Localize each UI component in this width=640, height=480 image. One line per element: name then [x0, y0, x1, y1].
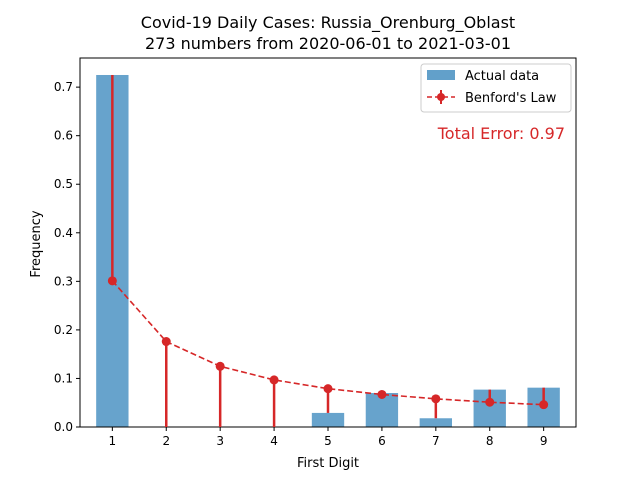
benford-line	[107, 276, 549, 410]
benford-point-digit-8	[485, 397, 495, 407]
legend-label-actual: Actual data	[465, 69, 539, 84]
legend-label-benford: Benford's Law	[465, 91, 557, 106]
x-tick-label-2: 2	[162, 434, 170, 448]
chart-title: Covid-19 Daily Cases: Russia_Orenburg_Ob…	[141, 13, 515, 33]
y-axis-label: Frequency	[29, 210, 44, 277]
total-error-annotation: Total Error: 0.97	[437, 124, 565, 143]
x-tick-label-4: 4	[270, 434, 278, 448]
benford-point-digit-4	[269, 375, 279, 385]
y-tick-label-0.1: 0.1	[54, 371, 73, 385]
x-tick-label-6: 6	[378, 434, 386, 448]
benford-point-digit-3	[215, 361, 225, 371]
bar-digit-7	[419, 418, 452, 427]
y-tick-label-0.3: 0.3	[54, 274, 73, 288]
y-tick-label-0.6: 0.6	[54, 129, 73, 143]
benford-dashed-line	[111, 280, 544, 406]
y-tick-label-0.7: 0.7	[54, 80, 73, 94]
legend: Actual data Benford's Law	[420, 63, 572, 113]
x-axis-label: First Digit	[297, 456, 359, 471]
legend-marker-benford	[437, 93, 445, 101]
bar-digit-5	[311, 412, 345, 427]
x-tick-label-3: 3	[216, 434, 224, 448]
y-tick-label-0.5: 0.5	[54, 177, 73, 191]
benford-point-digit-1	[107, 276, 117, 286]
benford-point-digit-2	[161, 337, 171, 347]
legend-frame	[420, 63, 572, 113]
x-tick-label-7: 7	[432, 434, 440, 448]
chart-subtitle: 273 numbers from 2020-06-01 to 2021-03-0…	[145, 34, 511, 53]
benford-point-digit-6	[377, 389, 387, 399]
y-tick-label-0.2: 0.2	[54, 323, 73, 337]
y-tick-label-0.0: 0.0	[54, 420, 73, 434]
y-tick-label-0.4: 0.4	[54, 226, 73, 240]
x-tick-label-5: 5	[324, 434, 332, 448]
plot-frame	[79, 57, 577, 428]
benford-point-digit-7	[431, 394, 441, 404]
benford-point-digit-5	[323, 384, 333, 394]
x-tick-label-8: 8	[486, 434, 494, 448]
axes: 1 2 3 4 5 6 7 8 9 0.0 0.1 0.2 0.3 0.4 0.5 0.6 0.7	[54, 57, 577, 448]
x-tick-label-1: 1	[109, 434, 117, 448]
legend-swatch-actual	[427, 70, 455, 80]
x-tick-label-9: 9	[540, 434, 548, 448]
benford-point-digit-9	[539, 400, 549, 410]
error-lines	[111, 74, 545, 427]
